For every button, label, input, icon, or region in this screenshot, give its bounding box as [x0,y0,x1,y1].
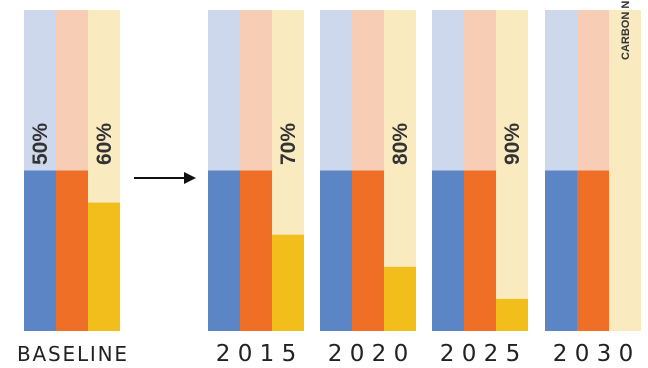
group-label: 2 0 1 5 [216,341,296,367]
target-bar-yellow [496,10,528,331]
bar-label: 50% [29,123,52,165]
value-bar-blue [320,170,352,331]
value-bar-orange [352,170,384,331]
value-bar-yellow [88,202,120,331]
bar-label: 80% [389,123,412,165]
group-label: 2 0 2 5 [440,341,520,367]
value-bar-yellow [384,266,416,331]
bar-label: 60% [93,123,116,165]
value-bar-blue [432,170,464,331]
bars-layer [24,10,641,331]
value-bar-orange [240,170,272,331]
group-label: 2 0 2 0 [328,341,408,367]
value-bar-blue [24,170,56,331]
bar-label: 90% [501,123,524,165]
value-bar-yellow [496,298,528,331]
value-bar-blue [208,170,240,331]
bar-label: 70% [277,123,300,165]
value-bar-blue [545,170,577,331]
target-bar-yellow [609,10,641,331]
bar-label: CARBON NEUTRAL* [620,0,632,60]
value-bar-orange [56,170,88,331]
arrow-right-icon [134,172,196,184]
group-label: BASELINE [17,342,127,366]
value-bar-orange [464,170,496,331]
group-label: 2 0 3 0 [553,341,633,367]
labels-layer: 50% 60% BASELINE 70% 2 0 1 5 80% 2 0 2 0 90% 2 0… [17,0,633,367]
value-bar-yellow [272,234,304,331]
value-bar-orange [577,170,609,331]
